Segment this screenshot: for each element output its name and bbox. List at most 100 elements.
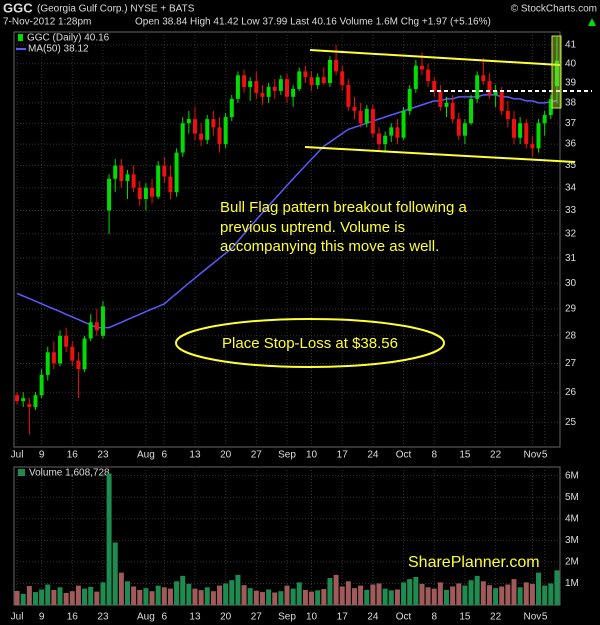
candle-body (462, 123, 467, 136)
volume-bar (88, 586, 94, 605)
x-tick-label: 24 (367, 450, 379, 461)
x-tick-label: 15 (459, 450, 471, 461)
volume-bar (124, 581, 130, 605)
volume-bar (26, 586, 32, 605)
x-tick-label: 6 (162, 450, 168, 461)
x-tick-label: Aug (137, 450, 155, 461)
lower-trend-line (304, 146, 576, 163)
volume-bar (523, 582, 529, 605)
x-tick-label: 13 (189, 612, 201, 623)
candle-body (223, 117, 228, 145)
candle-body (39, 374, 44, 396)
volume-bar (57, 587, 63, 605)
volume-bar (266, 589, 272, 605)
volume-bar (210, 591, 216, 605)
x-tick-label: 6 (162, 612, 168, 623)
volume-bar (536, 572, 542, 605)
volume-bar (63, 592, 69, 605)
breakout-highlight (551, 35, 562, 109)
volume-tick-label: 2M (565, 557, 579, 568)
candle-body (419, 65, 424, 70)
candle-body (303, 71, 308, 78)
volume-bar (480, 581, 486, 605)
volume-bar (302, 589, 308, 605)
note-line: Bull Flag pattern breakout following a (220, 199, 467, 216)
volume-bar (511, 579, 517, 605)
candle-body (487, 81, 492, 95)
volume-bar (358, 585, 364, 605)
grid: 25 26 27 28 29 30 31 32 33 34 35 36 37 38 39 40 41 1M 2M 3M… (11, 32, 579, 623)
candle-body (58, 335, 63, 364)
candle-body (327, 59, 332, 84)
ma-line (16, 94, 558, 329)
x-tick-label: 22 (490, 612, 502, 623)
volume-bar (180, 575, 186, 605)
y-tick-label: 29 (565, 304, 577, 315)
symbol: GGC (3, 0, 33, 15)
legend-swatch (18, 34, 23, 41)
y-tick-label: 34 (565, 182, 577, 193)
candle-body (199, 133, 204, 140)
volume-bar (75, 585, 81, 605)
volume-bar (253, 590, 259, 605)
volume-tick-label: 3M (565, 535, 579, 546)
candle-body (383, 135, 388, 145)
volume-bar (100, 582, 106, 605)
candle-body (291, 88, 296, 97)
x-tick-label: 20 (220, 450, 232, 461)
candle-body (426, 69, 431, 82)
volume-bar (290, 588, 296, 605)
x-tick-label: Oct (396, 450, 412, 461)
volume-bar (247, 588, 253, 605)
x-tick-label: 5 (542, 450, 548, 461)
volume-bar (444, 589, 450, 605)
candle-body (518, 123, 523, 138)
volume-bar (278, 591, 284, 605)
candle-body (192, 119, 197, 134)
x-tick-label: 20 (220, 612, 232, 623)
candle-body (51, 352, 56, 364)
volume-bar (14, 590, 20, 605)
candle-body (100, 306, 105, 336)
x-tick-label: 16 (67, 612, 79, 623)
candle-body (285, 79, 289, 97)
candle-body (125, 174, 130, 181)
candle-body (137, 187, 142, 199)
legend-label: MA(50) 38.12 (28, 44, 89, 55)
volume-bar (401, 582, 407, 605)
volume-bar (106, 473, 112, 605)
volume-bar (309, 591, 315, 605)
source: © StockCharts.com (511, 4, 597, 15)
candle-body (432, 81, 437, 91)
candle-body (235, 75, 240, 99)
y-tick-label: 38 (565, 98, 577, 109)
candle-body (377, 133, 382, 145)
brand: SharePlanner.com (408, 554, 540, 571)
candle-body (242, 75, 247, 87)
volume-tick-label: 5M (565, 492, 579, 503)
date: 7-Nov-2012 1:28pm (3, 17, 91, 28)
y-tick-label: 39 (565, 78, 577, 89)
volume-tick-label: 4M (565, 513, 579, 524)
volume-bar (296, 582, 302, 605)
volume-bar (259, 592, 265, 605)
x-tick-label: Nov (523, 450, 541, 461)
candle-body (21, 398, 26, 402)
volume-bar (517, 587, 523, 605)
x-tick-label: 10 (306, 450, 318, 461)
company: (Georgia Gulf Corp.) NYSE + BATS (37, 4, 195, 15)
candle-body (27, 404, 32, 408)
volume-bar (450, 586, 456, 605)
volume-bar (339, 586, 345, 605)
volume-bar (351, 588, 357, 605)
candle-body (260, 92, 265, 97)
y-tick-label: 27 (565, 358, 577, 369)
x-tick-label: Sep (278, 612, 296, 623)
x-tick-label: 5 (542, 612, 548, 623)
note-line: previous uptrend. Volume is (220, 219, 405, 236)
candle-body (340, 71, 345, 86)
volume-bar (137, 589, 143, 605)
note-line: accompanying this move as well. (220, 238, 439, 255)
candle-body (217, 127, 222, 145)
candle-body (334, 59, 339, 72)
